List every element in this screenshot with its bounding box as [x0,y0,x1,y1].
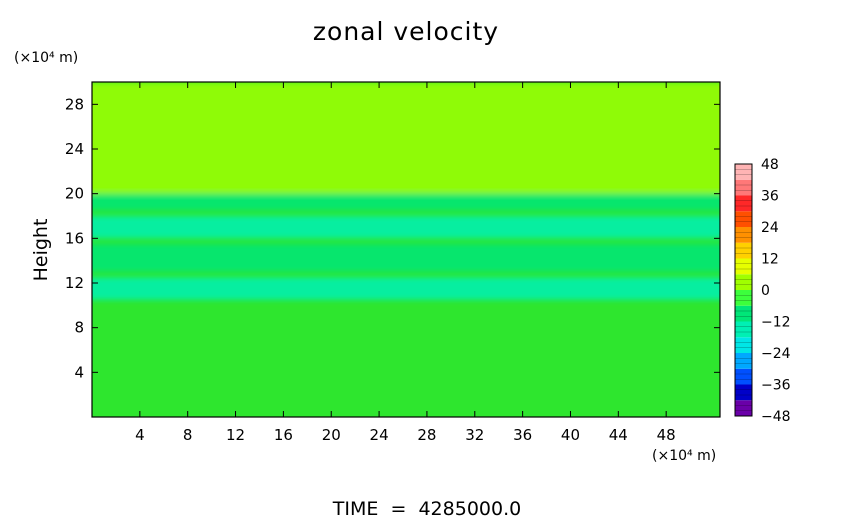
y-axis-unit-label: (×10⁴ m) [14,50,78,66]
colorbar-cell [735,337,752,353]
colorbar-cell [735,305,752,322]
x-tick-label: 40 [561,426,580,444]
y-tick-label: 20 [65,185,84,203]
colorbar-cell [735,274,752,290]
x-tick-label: 28 [417,426,436,444]
colorbar-label: 24 [761,220,779,236]
y-axis-ticks: 4 8 12 16 20 24 28 [65,95,720,381]
x-tick-label: 48 [657,426,676,444]
y-tick-label: 12 [65,274,84,292]
heatmap-field [92,82,720,417]
velocity-band [92,243,720,272]
x-axis-unit-label: (×10⁴ m) [652,448,716,464]
x-tick-label: 24 [370,426,389,444]
colorbar-label: −48 [761,409,791,425]
velocity-bands [92,82,720,300]
colorbar-frame [734,163,753,417]
y-tick-label: 28 [65,95,84,113]
colorbar-cell [735,179,752,196]
colorbar-cell [735,384,752,401]
colorbar-cells [735,164,752,416]
colorbar-cell [735,290,752,306]
colorbar-cell [735,227,752,243]
colorbar-label: 36 [761,189,779,205]
colorbar-cell [735,258,752,275]
x-tick-label: 8 [183,426,193,444]
y-axis-label: Height [30,219,52,282]
colorbar: 48 36 24 12 0 −12 −24 −36 −48 [734,157,791,425]
x-axis-ticks: 4 8 12 16 20 24 28 32 36 40 44 48 [135,82,676,444]
x-tick-label: 4 [135,426,145,444]
colorbar-cell [735,321,752,338]
colorbar-label: −36 [761,378,791,394]
colorbar-cell [735,242,752,259]
chart-title: zonal velocity [313,17,499,46]
velocity-band [92,82,720,194]
colorbar-label: 12 [761,252,779,268]
colorbar-cell [735,368,752,385]
x-tick-label: 32 [465,426,484,444]
velocity-band [92,277,720,300]
colorbar-label: −24 [761,346,791,362]
y-tick-label: 8 [74,319,84,337]
colorbar-cell [735,400,752,416]
colorbar-labels: 48 36 24 12 0 −12 −24 −36 −48 [761,157,791,425]
x-tick-label: 36 [513,426,532,444]
x-tick-label: 44 [609,426,628,444]
y-tick-label: 4 [74,363,84,381]
time-label: TIME = 4285000.0 [332,498,521,519]
colorbar-cell [735,164,752,180]
x-tick-label: 20 [322,426,341,444]
velocity-band [92,193,720,211]
x-tick-label: 12 [226,426,245,444]
colorbar-label: 48 [761,157,779,173]
colorbar-label: 0 [761,283,770,299]
colorbar-cell [735,353,752,369]
colorbar-label: −12 [761,315,791,331]
colorbar-cell [735,211,752,227]
x-tick-label: 16 [274,426,293,444]
plot-frame [91,81,721,418]
y-tick-label: 16 [65,229,84,247]
velocity-band [92,216,720,239]
y-tick-label: 24 [65,140,84,158]
colorbar-cell [735,195,752,212]
